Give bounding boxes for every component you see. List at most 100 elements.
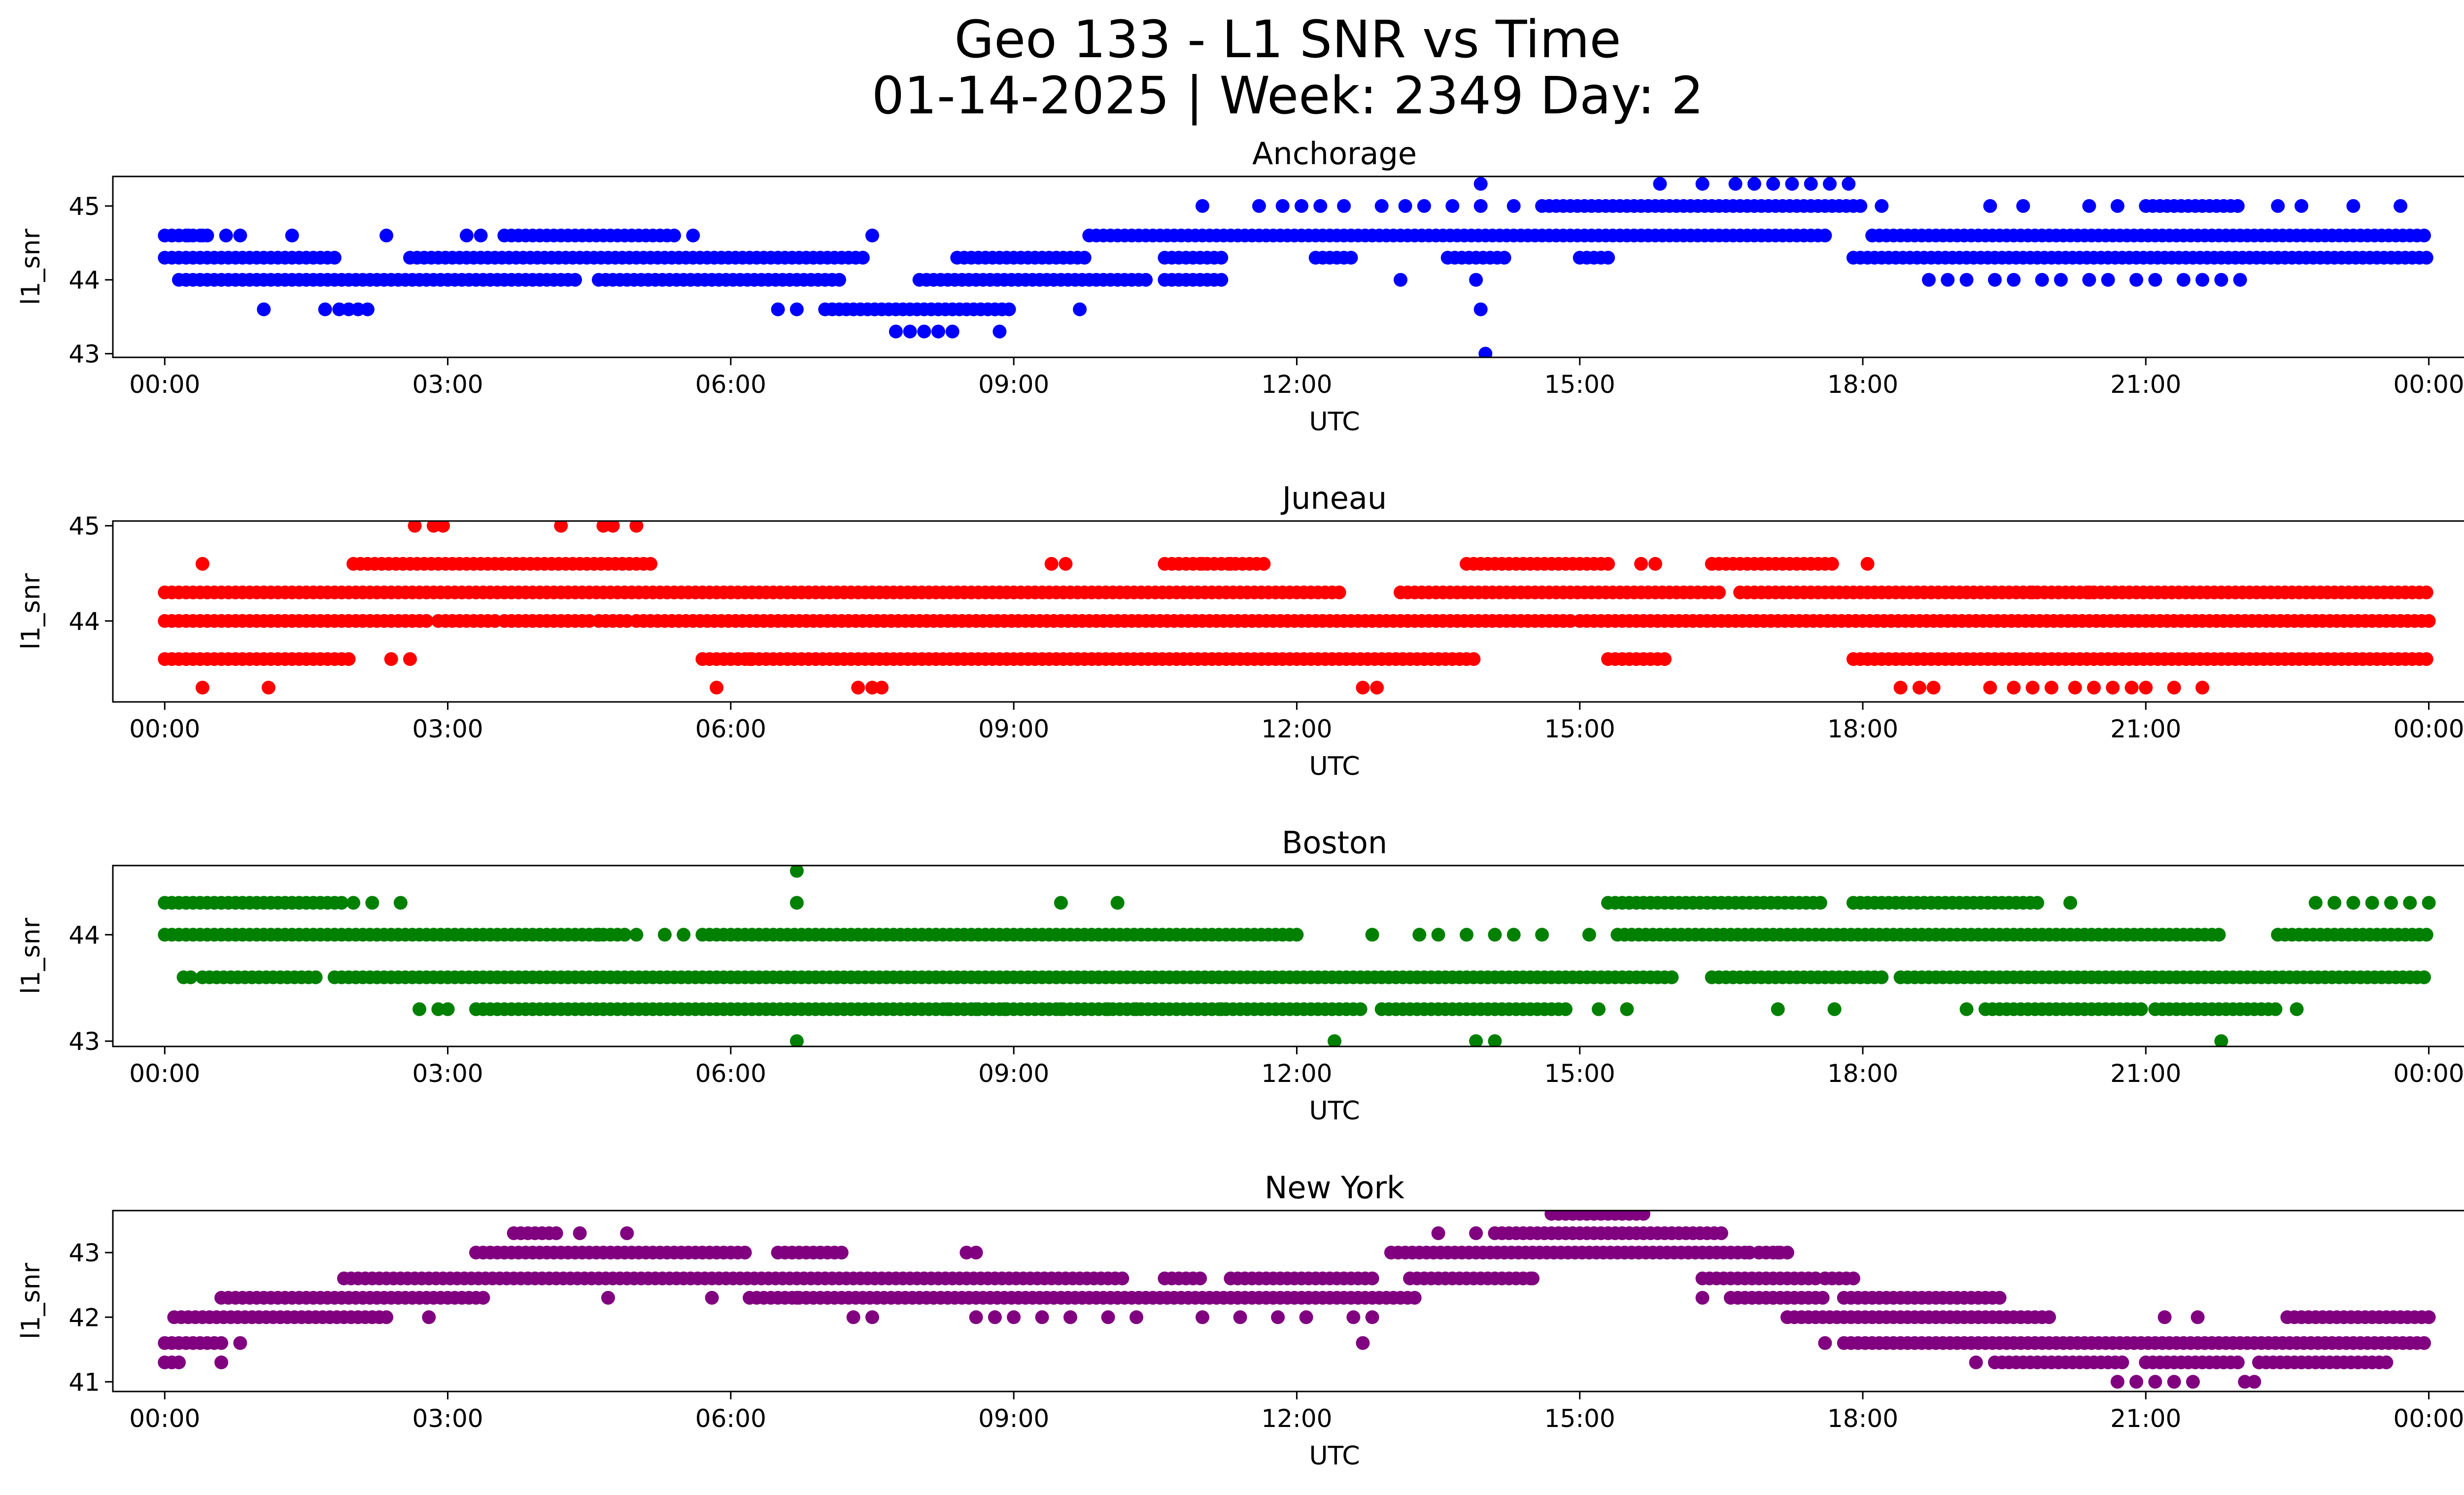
data-point xyxy=(629,928,644,942)
data-point xyxy=(2115,1356,2129,1369)
x-tick-label: 12:00 xyxy=(1261,1059,1332,1088)
figure-title-line1: Geo 133 - L1 SNR vs Time xyxy=(954,9,1621,70)
data-point xyxy=(832,273,846,287)
data-point xyxy=(1665,970,1679,984)
data-point xyxy=(969,1246,983,1260)
x-axis-label-juneau: UTC xyxy=(1309,752,1360,781)
x-tick-label: 00:00 xyxy=(129,1404,200,1433)
data-point xyxy=(214,1356,229,1369)
data-point xyxy=(2042,1310,2056,1324)
x-tick-label: 03:00 xyxy=(412,370,483,399)
x-tick-label: 15:00 xyxy=(1544,1059,1615,1088)
data-point xyxy=(875,681,889,695)
data-point xyxy=(1101,1310,1115,1324)
data-point xyxy=(969,1002,983,1016)
data-point xyxy=(285,228,299,243)
data-point xyxy=(335,896,349,910)
data-point xyxy=(834,1246,849,1260)
data-point xyxy=(1526,1271,1540,1286)
data-point xyxy=(384,652,398,666)
data-point xyxy=(1073,302,1087,316)
x-tick-label: 12:00 xyxy=(1261,1404,1332,1433)
data-point xyxy=(1129,1002,1143,1016)
data-point xyxy=(2417,228,2431,243)
data-point xyxy=(1196,199,1209,213)
y-tick-label: 44 xyxy=(68,921,100,949)
data-point xyxy=(1077,250,1092,265)
x-tick-label: 00:00 xyxy=(129,370,200,399)
data-point xyxy=(1115,1271,1129,1286)
data-point xyxy=(2419,585,2433,599)
data-point xyxy=(738,1246,752,1260)
data-point xyxy=(2030,896,2045,910)
x-tick-label: 09:00 xyxy=(978,1059,1049,1088)
axes-frame-juneau xyxy=(112,520,2464,703)
data-point xyxy=(2148,273,2162,287)
data-point xyxy=(436,521,450,533)
data-point xyxy=(1101,1002,1115,1016)
data-point xyxy=(1743,1246,1757,1260)
y-axis-label-anchorage: l1_snr xyxy=(16,228,46,305)
data-point xyxy=(1860,556,1875,571)
data-point xyxy=(214,1336,229,1350)
data-point xyxy=(1353,1002,1368,1016)
data-point xyxy=(1328,1034,1341,1046)
subplot-juneau: Juneau 00:00 03:00 06:00 09:00 12:00 15:00 18:0… xyxy=(16,480,2464,781)
y-tick-label: 43 xyxy=(68,340,100,369)
data-point xyxy=(2129,273,2144,287)
data-point xyxy=(1634,556,1648,571)
x-tick-label: 21:00 xyxy=(2110,1059,2181,1088)
data-point xyxy=(2176,273,2190,287)
data-point xyxy=(644,556,658,571)
data-point xyxy=(1356,1336,1370,1350)
data-point xyxy=(2110,199,2124,213)
data-point xyxy=(1473,177,1488,191)
data-point xyxy=(2308,896,2323,910)
data-point xyxy=(1054,896,1068,910)
data-point xyxy=(988,1310,1002,1324)
data-point xyxy=(2186,1375,2200,1389)
data-point xyxy=(332,302,346,316)
data-point xyxy=(2214,273,2228,287)
data-point xyxy=(1959,1002,1974,1016)
data-point xyxy=(183,970,198,984)
data-point xyxy=(2082,585,2096,599)
data-point xyxy=(1506,199,1521,213)
x-tick-label: 03:00 xyxy=(412,1059,483,1088)
axes-frame-new-york xyxy=(112,1210,2464,1392)
data-point xyxy=(789,1290,804,1305)
data-point xyxy=(195,556,209,571)
x-tick-label: 00:00 xyxy=(2394,1404,2464,1433)
y-tick-label: 45 xyxy=(68,512,100,541)
data-point xyxy=(2346,199,2361,213)
data-point xyxy=(1497,250,1511,265)
data-point xyxy=(1431,1226,1445,1240)
x-tick-label: 00:00 xyxy=(2394,715,2464,743)
points-anchorage xyxy=(158,177,2433,357)
data-point xyxy=(959,1246,974,1260)
data-point xyxy=(419,614,434,628)
data-point xyxy=(1853,199,1868,213)
x-tick-label: 09:00 xyxy=(978,370,1049,399)
data-point xyxy=(1827,1002,1842,1016)
data-point xyxy=(1460,928,1473,942)
data-point xyxy=(1969,1356,1983,1369)
x-tick-label: 12:00 xyxy=(1261,715,1332,743)
data-point xyxy=(2167,681,2181,695)
data-point xyxy=(1506,928,1521,942)
data-point xyxy=(2422,1310,2436,1324)
data-point xyxy=(2384,896,2398,910)
y-axis-label-boston: l1_snr xyxy=(16,917,46,994)
data-point xyxy=(903,324,917,339)
x-tick-label: 15:00 xyxy=(1544,1404,1615,1433)
data-point xyxy=(2087,681,2101,695)
data-point xyxy=(2106,681,2120,695)
x-tick-label: 06:00 xyxy=(695,1404,766,1433)
subplot-title-boston: Boston xyxy=(1282,825,1387,861)
data-point xyxy=(2419,928,2433,942)
data-point xyxy=(1271,1310,1285,1324)
data-point xyxy=(1370,681,1384,695)
data-point xyxy=(1488,928,1502,942)
x-tick-label: 18:00 xyxy=(1827,1404,1898,1433)
data-point xyxy=(1365,1310,1379,1324)
